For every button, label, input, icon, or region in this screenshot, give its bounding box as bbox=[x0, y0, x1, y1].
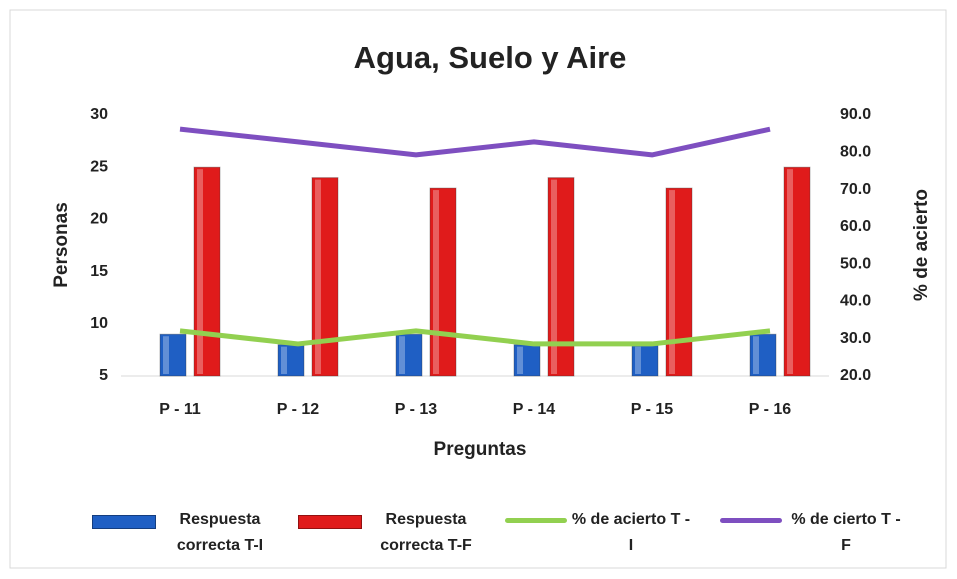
x-axis-title: Preguntas bbox=[434, 439, 527, 460]
bar bbox=[513, 344, 541, 377]
bar-highlight bbox=[281, 346, 287, 374]
y2-tick-label: 20.0 bbox=[840, 367, 871, 384]
bar-highlight bbox=[635, 346, 641, 374]
y2-tick-label: 80.0 bbox=[840, 144, 871, 161]
bar bbox=[277, 344, 305, 377]
y2-axis-title: % de acierto bbox=[911, 189, 932, 301]
line-series bbox=[179, 126, 771, 158]
y-tick-label: 15 bbox=[90, 263, 108, 280]
bar-highlight bbox=[669, 190, 675, 374]
bar-highlight bbox=[517, 346, 523, 374]
bar bbox=[159, 333, 187, 377]
bar-highlight bbox=[787, 169, 793, 374]
bar bbox=[395, 333, 423, 377]
y2-tick-label: 30.0 bbox=[840, 330, 871, 347]
y-tick-label: 25 bbox=[90, 158, 108, 175]
y2-tick-label: 50.0 bbox=[840, 255, 871, 272]
x-tick-label: P - 16 bbox=[749, 401, 792, 418]
legend-label: Respuesta correcta T-I bbox=[176, 511, 264, 554]
legend-swatch bbox=[505, 518, 567, 523]
y-tick-label: 20 bbox=[90, 211, 108, 228]
bar bbox=[631, 344, 659, 377]
bar bbox=[193, 166, 221, 377]
bar bbox=[749, 333, 777, 377]
x-tick-label: P - 15 bbox=[631, 401, 674, 418]
legend-item: % de acierto T - I bbox=[505, 507, 691, 559]
legend-swatch bbox=[298, 515, 362, 529]
legend-swatch bbox=[92, 515, 156, 529]
bar-highlight bbox=[197, 169, 203, 374]
bar bbox=[783, 166, 811, 377]
chart-title: Agua, Suelo y Aire bbox=[354, 40, 627, 75]
legend-label: % de cierto T - F bbox=[791, 511, 901, 554]
y2-tick-label: 70.0 bbox=[840, 181, 871, 198]
legend-label: % de acierto T - I bbox=[571, 511, 691, 554]
x-tick-label: P - 13 bbox=[395, 401, 438, 418]
x-tick-label: P - 14 bbox=[513, 401, 556, 418]
y2-tick-label: 40.0 bbox=[840, 293, 871, 310]
legend-item: Respuesta correcta T-F bbox=[298, 507, 486, 559]
bar bbox=[429, 187, 457, 377]
x-tick-label: P - 12 bbox=[277, 401, 320, 418]
y-tick-label: 5 bbox=[99, 367, 108, 384]
bar-highlight bbox=[163, 336, 169, 374]
bar-highlight bbox=[753, 336, 759, 374]
bar-highlight bbox=[399, 336, 405, 374]
line-series bbox=[179, 328, 771, 347]
y2-tick-label: 60.0 bbox=[840, 218, 871, 235]
legend-item: Respuesta correcta T-I bbox=[92, 507, 280, 559]
bar-highlight bbox=[433, 190, 439, 374]
y2-tick-label: 90.0 bbox=[840, 106, 871, 123]
legend-label: Respuesta correcta T-F bbox=[380, 511, 472, 554]
legend-swatch bbox=[720, 518, 782, 523]
legend-item: % de cierto T - F bbox=[720, 507, 906, 559]
bar bbox=[665, 187, 693, 377]
x-tick-label: P - 11 bbox=[159, 401, 201, 418]
y-tick-label: 10 bbox=[90, 315, 108, 332]
y-axis-title: Personas bbox=[51, 202, 72, 288]
bar-highlight bbox=[315, 179, 321, 374]
bar-highlight bbox=[551, 179, 557, 374]
y-tick-label: 30 bbox=[90, 106, 108, 123]
